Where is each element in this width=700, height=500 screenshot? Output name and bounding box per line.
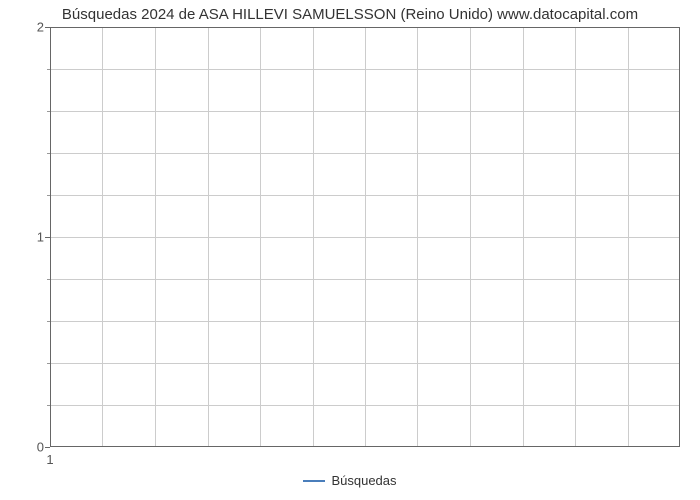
y-tick-label: 0 (26, 440, 44, 455)
legend-swatch (303, 480, 325, 482)
chart-title: Búsquedas 2024 de ASA HILLEVI SAMUELSSON… (0, 6, 700, 23)
x-tick-label: 1 (46, 452, 53, 467)
y-tick-mark (45, 447, 50, 448)
legend: Búsquedas (0, 473, 700, 488)
chart-container: Búsquedas 2024 de ASA HILLEVI SAMUELSSON… (0, 0, 700, 488)
legend-label: Búsquedas (331, 473, 396, 488)
plot-area: 0 1 2 1 (50, 27, 680, 447)
y-tick-label: 1 (26, 230, 44, 245)
plot-border (50, 27, 680, 447)
y-tick-label: 2 (26, 20, 44, 35)
